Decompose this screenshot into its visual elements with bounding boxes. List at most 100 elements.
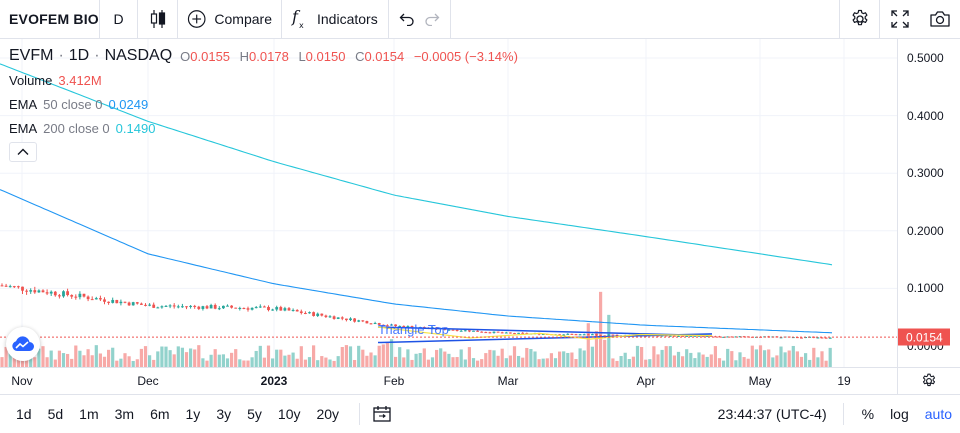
compare-button[interactable]: Compare: [178, 0, 282, 38]
volume-bar: [754, 349, 758, 367]
candle-body: [127, 302, 131, 306]
price-tick: 0.2000: [907, 224, 944, 238]
legend-ema200-row[interactable]: EMA 200 close 0 0.1490: [9, 116, 524, 140]
volume-bar: [463, 359, 467, 367]
volume-bar: [668, 346, 672, 367]
range-3y-button[interactable]: 3y: [216, 406, 232, 422]
candle-body: [714, 336, 717, 338]
undo-icon[interactable]: [399, 12, 415, 26]
volume-bar: [681, 356, 685, 367]
candle-body: [566, 333, 570, 335]
volume-bar: [742, 357, 746, 367]
candle-body: [308, 312, 311, 314]
volume-bar: [644, 359, 648, 367]
candle-body: [373, 323, 377, 325]
triangle-top-label[interactable]: Triangle Top: [378, 322, 449, 337]
time-axis[interactable]: Nov Dec 2023 Feb Mar Apr May 19: [0, 367, 897, 394]
legend-ema50-row[interactable]: EMA 50 close 0 0.0249: [9, 92, 524, 116]
volume-bar: [738, 352, 742, 367]
legend-collapse-button[interactable]: [9, 142, 37, 162]
auto-scale-toggle[interactable]: auto: [924, 406, 952, 422]
chart-pane[interactable]: [0, 39, 897, 367]
candle-body: [451, 329, 455, 331]
candle-body: [734, 336, 738, 338]
candle-body: [250, 307, 254, 310]
symbol-search-button[interactable]: EVOFEM BIO: [0, 0, 100, 38]
volume-bar: [164, 346, 168, 367]
candle-body: [689, 335, 693, 337]
candle-body: [135, 302, 139, 304]
range-5y-button[interactable]: 5y: [247, 406, 262, 422]
volume-bar: [652, 346, 656, 367]
volume-bar: [156, 351, 160, 367]
volume-bar: [66, 353, 70, 367]
candle-body: [820, 337, 824, 339]
snapshot-button[interactable]: [920, 0, 960, 38]
price-axis[interactable]: 0.5000 0.4000 0.3000 0.2000 0.1000 0.000…: [897, 39, 960, 367]
legend-ticker[interactable]: EVFM: [9, 47, 54, 64]
volume-bar: [258, 345, 262, 367]
volume-bar: [324, 357, 328, 367]
volume-bar: [795, 351, 799, 367]
range-10y-button[interactable]: 10y: [277, 406, 301, 422]
settings-button[interactable]: [840, 0, 880, 38]
range-20y-button[interactable]: 20y: [316, 406, 340, 422]
chart-type-button[interactable]: [138, 0, 178, 38]
volume-bar: [693, 358, 697, 367]
range-3m-button[interactable]: 3m: [114, 406, 135, 422]
percent-scale-toggle[interactable]: %: [861, 406, 875, 422]
calendar-range-icon[interactable]: [372, 405, 392, 423]
volume-bar: [8, 348, 12, 367]
volume-bar: [631, 356, 635, 367]
price-chart[interactable]: [0, 39, 897, 367]
volume-bar: [127, 356, 131, 367]
volume-bar: [254, 350, 258, 367]
volume-bar: [562, 351, 566, 367]
range-1m-button[interactable]: 1m: [79, 406, 99, 422]
candle-body: [468, 330, 471, 332]
candle-body: [332, 316, 336, 319]
indicators-button[interactable]: f x Indicators: [282, 0, 389, 38]
range-6m-button[interactable]: 6m: [150, 406, 170, 422]
redo-icon[interactable]: [424, 12, 440, 26]
volume-bar: [619, 356, 623, 367]
candle-body: [119, 301, 123, 304]
interval-button[interactable]: D: [100, 0, 138, 38]
volume-bar: [730, 351, 734, 367]
range-1y-button[interactable]: 1y: [185, 406, 201, 422]
volume-bar: [86, 349, 90, 367]
log-scale-toggle[interactable]: log: [890, 406, 909, 422]
volume-bar: [74, 345, 78, 367]
volume-bar: [496, 355, 500, 367]
pattern-zigzag: [377, 326, 713, 340]
volume-bar: [443, 351, 447, 367]
range-1d-button[interactable]: 1d: [16, 406, 32, 422]
range-5d-button[interactable]: 5d: [47, 406, 64, 422]
candle-body: [99, 298, 102, 300]
fullscreen-button[interactable]: [880, 0, 920, 38]
candle-body: [58, 295, 61, 297]
camera-icon: [930, 11, 950, 27]
volume-bar: [373, 355, 377, 367]
candle-body: [693, 335, 697, 337]
candle-body: [148, 304, 151, 306]
volume-bar: [139, 348, 143, 367]
volume-bar: [389, 339, 394, 367]
legend-volume-row[interactable]: Volume 3.412M: [9, 68, 524, 92]
candle-body: [504, 332, 508, 334]
clock-timezone[interactable]: 23:44:37 (UTC-4): [717, 406, 827, 422]
volume-bar: [779, 346, 783, 367]
candle-body: [611, 334, 615, 336]
volume-bar: [545, 358, 549, 367]
candle-body: [25, 290, 28, 292]
candle-body: [37, 290, 41, 293]
candle-body: [258, 306, 262, 308]
candle-body: [390, 324, 393, 326]
candle-body: [217, 308, 221, 310]
axis-settings-button[interactable]: [897, 367, 960, 394]
ohlc-low-key: L: [298, 48, 306, 64]
logo-badge[interactable]: [6, 327, 40, 361]
time-tick: 2023: [260, 374, 288, 388]
time-tick: Feb: [383, 374, 405, 388]
top-toolbar: EVOFEM BIO D Compare f x Indicators: [0, 0, 960, 39]
